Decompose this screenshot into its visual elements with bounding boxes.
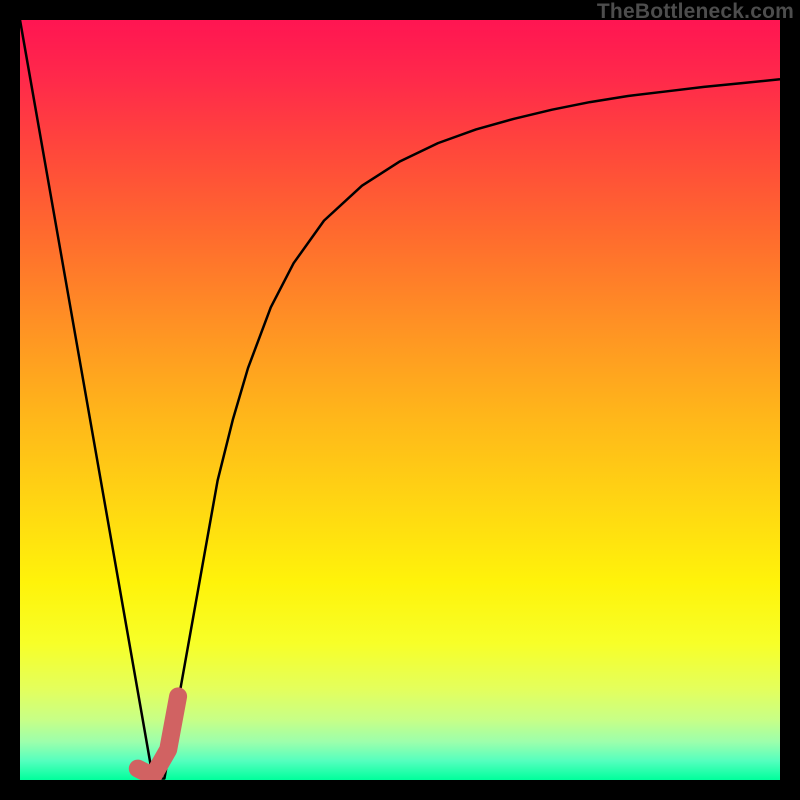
- chart-svg: [0, 0, 800, 800]
- bottleneck-chart: TheBottleneck.com: [0, 0, 800, 800]
